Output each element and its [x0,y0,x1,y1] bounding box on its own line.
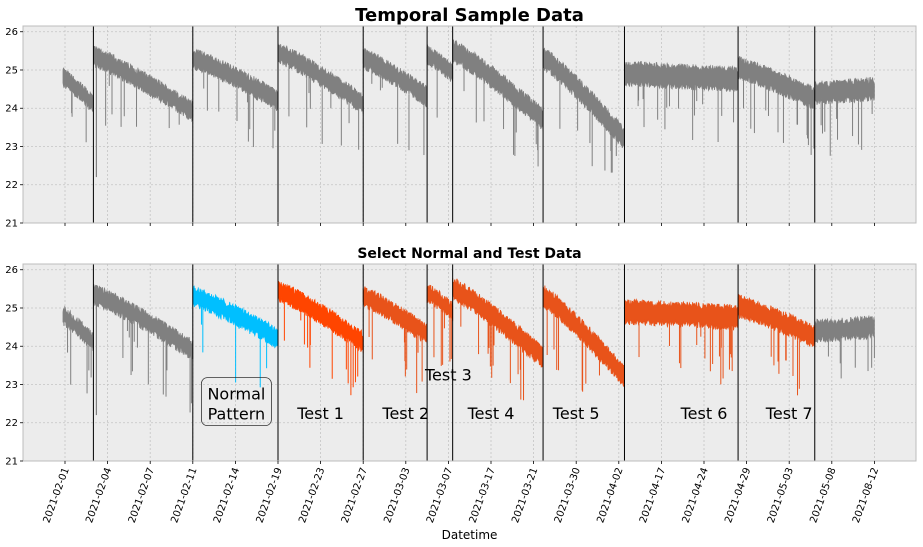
series-1 [62,282,875,416]
x-tick-label: 2021-03-21 [510,466,540,524]
x-tick-label: 2021-04-29 [723,466,753,524]
x-tick-label: 2021-05-03 [766,466,796,524]
x-tick-label: 2021-08-12 [851,466,881,524]
x-tick-label: 2021-02-19 [255,466,285,524]
series-1 [62,39,875,178]
y-tick-label: 22 [5,180,18,191]
x-tick-label: 2021-05-08 [808,466,838,524]
annotation-label: Test 3 [424,366,472,385]
annotation-label: Test 4 [467,404,515,423]
axes-frame [22,25,917,224]
annotation-box [200,377,272,427]
series-4 [362,278,816,401]
y-tick-label: 21 [5,457,18,468]
x-tick-label: 2021-02-11 [169,466,199,524]
y-tick-label: 24 [5,342,18,353]
y-tick-label: 26 [5,265,18,276]
annotation-label: Test 2 [381,404,429,423]
x-tick-label: 2021-03-17 [468,466,498,524]
annotation-line: Pattern [208,405,266,424]
y-tick-label: 23 [5,142,18,153]
y-tick-label: 23 [5,380,18,391]
chart-panel-1: 21 22 23 24 25 26 Temporal Sample Data [5,5,917,230]
chart-title: Temporal Sample Data [355,5,584,26]
series-3 [277,280,364,396]
x-tick-label: 2021-03-03 [382,466,412,524]
y-tick-label: 25 [5,303,18,314]
x-tick-label: 2021-04-02 [595,466,625,524]
annotation-label: Test 5 [552,404,600,423]
annotation-label: Test 1 [296,404,344,423]
y-tick-label: 26 [5,27,18,38]
x-tick-label: 2021-04-17 [638,466,668,524]
chart-panel-2: 21 22 23 24 25 26 2021-02-01 2021-02-04 2021-02-… [5,246,917,542]
x-tick-label: 2021-04-24 [681,466,711,524]
x-tick-label: 2021-02-14 [212,466,242,524]
annotation-label: Test 7 [765,404,813,423]
x-tick-label: 2021-02-04 [84,466,114,524]
chart-title: Select Normal and Test Data [357,246,581,262]
series-band [814,76,875,106]
y-tick-label: 21 [5,219,18,230]
annotation-label: Test 6 [680,404,728,423]
y-tick-label: 24 [5,104,18,115]
x-tick-label: 2021-03-30 [553,466,583,524]
x-tick-label: 2021-02-23 [297,466,327,524]
x-tick-label: 2021-02-01 [42,466,72,524]
x-axis-label: Datetime [442,528,498,542]
axes-frame [22,263,917,462]
x-tick-label: 2021-02-07 [127,466,157,524]
annotation-normal-pattern: Normal Pattern [207,385,265,424]
y-tick-label: 25 [5,65,18,76]
x-tick-label: 2021-03-07 [425,466,455,524]
y-tick-label: 22 [5,418,18,429]
annotation-line: Normal [207,385,265,404]
x-tick-label: 2021-02-27 [340,466,370,524]
